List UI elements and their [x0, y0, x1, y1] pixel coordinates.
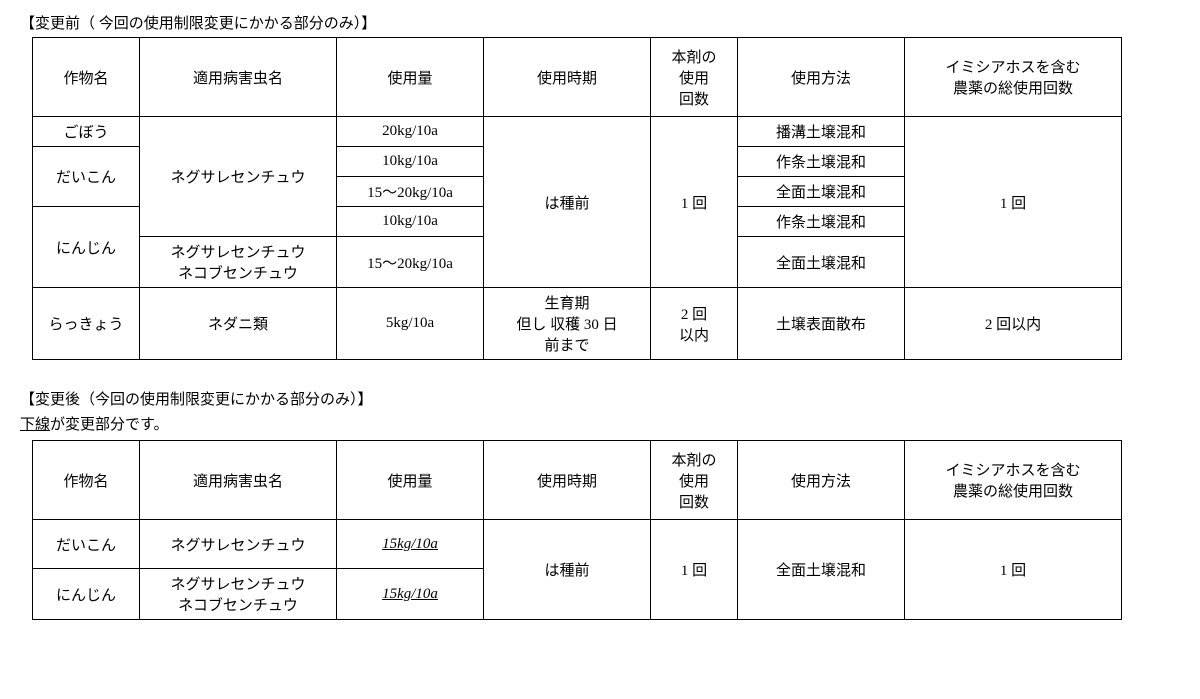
cell-crop: ごぼう: [33, 117, 140, 147]
cell-amount: 10kg/10a: [337, 207, 484, 237]
cell-amount: 15～20kg/10a: [337, 237, 484, 288]
changed-amount: 15kg/10a: [382, 536, 438, 553]
after-title: 【変更後（今回の使用制限変更にかかる部分のみ）】: [20, 388, 1180, 409]
cell-timing: 生育期但し 収穫 30 日前まで: [484, 288, 651, 360]
hdr-crop: 作物名: [33, 38, 140, 117]
after-header-row: 作物名 適用病害虫名 使用量 使用時期 本剤の使用回数 使用方法 イミシアホスを…: [33, 441, 1122, 520]
cell-pest: ネグサレセンチュウ: [140, 117, 337, 237]
cell-method: 播溝土壌混和: [738, 117, 905, 147]
hdr-total: イミシアホスを含む農薬の総使用回数: [905, 441, 1122, 520]
table-row: らっきょう ネダニ類 5kg/10a 生育期但し 収穫 30 日前まで 2 回以…: [33, 288, 1122, 360]
cell-method: 作条土壌混和: [738, 147, 905, 177]
hdr-timing: 使用時期: [484, 38, 651, 117]
cell-amount: 20kg/10a: [337, 117, 484, 147]
cell-pest: ネダニ類: [140, 288, 337, 360]
cell-total: 1 回: [905, 117, 1122, 288]
hdr-count: 本剤の使用回数: [651, 38, 738, 117]
cell-count: 2 回以内: [651, 288, 738, 360]
note-underline: 下線: [20, 417, 50, 433]
before-table: 作物名 適用病害虫名 使用量 使用時期 本剤の使用回数 使用方法 イミシアホスを…: [32, 37, 1122, 360]
hdr-method: 使用方法: [738, 38, 905, 117]
cell-pest: ネグサレセンチュウネコブセンチュウ: [140, 569, 337, 620]
cell-crop: らっきょう: [33, 288, 140, 360]
hdr-amount: 使用量: [337, 38, 484, 117]
cell-timing: は種前: [484, 520, 651, 620]
after-table: 作物名 適用病害虫名 使用量 使用時期 本剤の使用回数 使用方法 イミシアホスを…: [32, 440, 1122, 620]
cell-total: 2 回以内: [905, 288, 1122, 360]
before-title: 【変更前（ 今回の使用制限変更にかかる部分のみ）】: [20, 12, 1180, 33]
cell-amount: 5kg/10a: [337, 288, 484, 360]
cell-method: 全面土壌混和: [738, 520, 905, 620]
cell-amount: 15～20kg/10a: [337, 177, 484, 207]
cell-count: 1 回: [651, 520, 738, 620]
cell-timing: は種前: [484, 117, 651, 288]
before-header-row: 作物名 適用病害虫名 使用量 使用時期 本剤の使用回数 使用方法 イミシアホスを…: [33, 38, 1122, 117]
cell-method: 作条土壌混和: [738, 207, 905, 237]
hdr-count: 本剤の使用回数: [651, 441, 738, 520]
cell-count: 1 回: [651, 117, 738, 288]
cell-crop: にんじん: [33, 569, 140, 620]
cell-amount: 15kg/10a: [337, 520, 484, 569]
table-row: ごぼう ネグサレセンチュウ 20kg/10a は種前 1 回 播溝土壌混和 1 …: [33, 117, 1122, 147]
cell-method: 土壌表面散布: [738, 288, 905, 360]
cell-total: 1 回: [905, 520, 1122, 620]
hdr-amount: 使用量: [337, 441, 484, 520]
cell-amount: 10kg/10a: [337, 147, 484, 177]
cell-method: 全面土壌混和: [738, 177, 905, 207]
hdr-total: イミシアホスを含む農薬の総使用回数: [905, 38, 1122, 117]
cell-pest: ネグサレセンチュウ: [140, 520, 337, 569]
cell-crop: にんじん: [33, 207, 140, 288]
hdr-pest: 適用病害虫名: [140, 38, 337, 117]
hdr-method: 使用方法: [738, 441, 905, 520]
after-note: 下線が変更部分です。: [20, 413, 1180, 434]
cell-crop: だいこん: [33, 147, 140, 207]
table-row: だいこん ネグサレセンチュウ 15kg/10a は種前 1 回 全面土壌混和 1…: [33, 520, 1122, 569]
cell-crop: だいこん: [33, 520, 140, 569]
cell-pest: ネグサレセンチュウネコブセンチュウ: [140, 237, 337, 288]
changed-amount: 15kg/10a: [382, 586, 438, 603]
cell-amount: 15kg/10a: [337, 569, 484, 620]
hdr-crop: 作物名: [33, 441, 140, 520]
hdr-pest: 適用病害虫名: [140, 441, 337, 520]
cell-method: 全面土壌混和: [738, 237, 905, 288]
note-rest: が変更部分です。: [50, 417, 169, 433]
hdr-timing: 使用時期: [484, 441, 651, 520]
